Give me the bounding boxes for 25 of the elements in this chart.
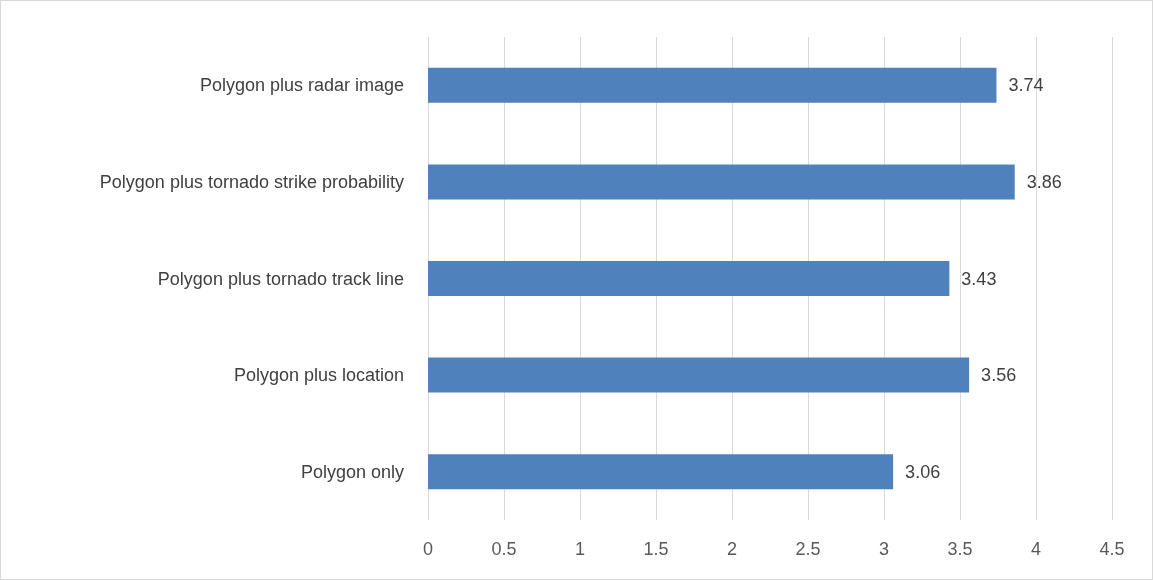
x-tick-label: 2 [726,539,738,559]
y-tick-label: Polygon plus location [233,365,404,386]
x-tick-label: 4.5 [1099,539,1125,559]
data-label: 3.56 [981,365,1017,386]
bar [428,454,894,490]
data-label: 3.06 [905,461,941,482]
bar [428,67,997,103]
x-tick-label: 3 [878,539,890,559]
data-label: 3.74 [1008,75,1044,96]
x-tick-label: 1 [574,539,586,559]
data-label: 3.43 [961,268,997,289]
y-tick-label: Polygon plus tornado track line [157,268,404,289]
y-tick-label: Polygon only [300,461,404,482]
bar [428,357,970,393]
y-tick-label: Polygon plus tornado strike probability [99,171,404,192]
bar [428,164,1015,200]
data-label: 3.86 [1026,171,1062,192]
y-tick-label: Polygon plus radar image [199,75,404,96]
bar [428,261,950,296]
x-tick-label: 0 [422,539,434,559]
x-tick-label: 3.5 [947,539,973,559]
x-tick-label: 4 [1030,539,1042,559]
x-tick-label: 1.5 [643,539,669,559]
x-tick-label: 2.5 [795,539,821,559]
x-tick-label: 0.5 [491,539,517,559]
